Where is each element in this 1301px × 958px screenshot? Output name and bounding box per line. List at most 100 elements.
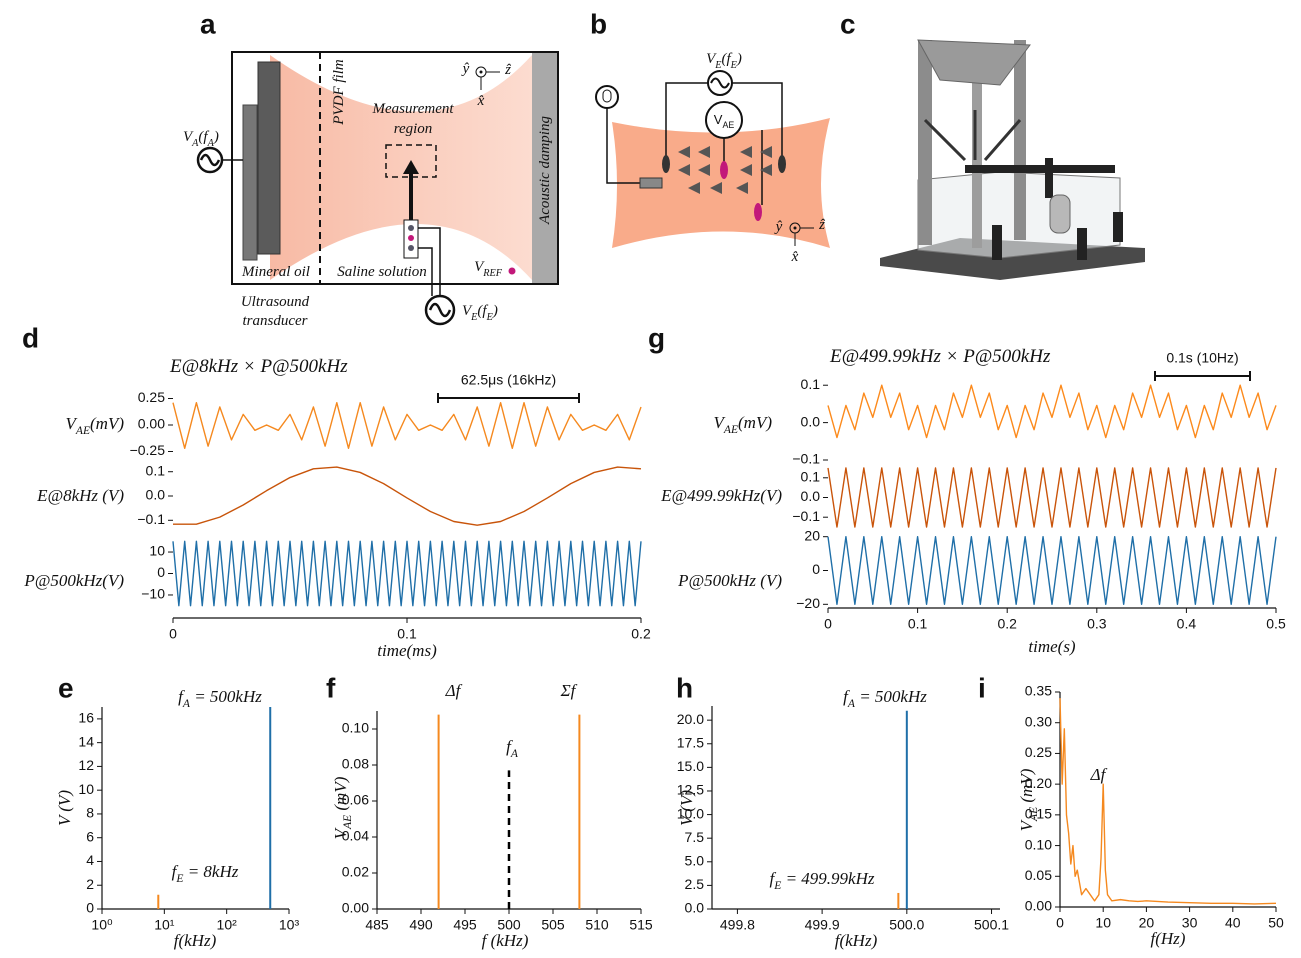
arrowhead (403, 160, 419, 174)
y-tick-label: 0.00 (1025, 898, 1052, 914)
delta-arms (923, 110, 1022, 162)
y-tick-label: 2.5 (685, 876, 705, 892)
x-tick-label: 495 (453, 917, 477, 933)
line (827, 535, 1277, 606)
scale-bar (437, 393, 580, 403)
axis-label: ŷ (461, 61, 470, 77)
frame-column (972, 48, 982, 248)
x-tick-label: 0 (169, 626, 177, 642)
holder (1049, 194, 1071, 234)
line (172, 540, 642, 607)
y-tick-label: 0.1 (146, 462, 166, 478)
x-tick-label: 500.1 (974, 917, 1009, 933)
y-tick-label: 20.0 (677, 711, 704, 727)
x-tick-label: 510 (585, 917, 609, 933)
leg (992, 225, 1002, 260)
y-tick-label: 0.00 (138, 416, 165, 432)
scale-bar-label: 62.5μs (16kHz) (461, 372, 556, 388)
y-tick-label: 0.25 (138, 389, 165, 405)
chart-title: E@499.99kHz × P@500kHz (829, 346, 1051, 367)
y-axis-label: P@500kHz (V) (677, 571, 782, 590)
oil-label: Mineral oil (241, 264, 310, 280)
y-axis-label: VAE(mV) (714, 413, 773, 436)
x-tick-label: 0 (824, 616, 832, 632)
y-tick-label: 7.5 (685, 829, 705, 845)
region-label: region (394, 121, 433, 137)
y-tick-label: 0.02 (342, 864, 369, 880)
x-tick-label: 0.2 (997, 616, 1017, 632)
y-tick-label: 6 (86, 828, 94, 844)
panel-letter: i (978, 672, 986, 703)
annotation: fE = 499.99kHz (770, 869, 875, 892)
y-tick-label: 0.0 (801, 413, 821, 429)
y-tick-label: 0.0 (146, 487, 166, 503)
transducer-label: Ultrasound (241, 294, 310, 310)
annotation: fA = 500kHz (843, 687, 927, 710)
x-tick-label: 50 (1268, 915, 1284, 931)
x-tick-label: 505 (541, 917, 565, 933)
rail (1045, 158, 1053, 198)
y-tick-label: 5.0 (685, 852, 705, 868)
x-axis-label: f (kHz) (482, 931, 529, 950)
annotation: fE = 8kHz (172, 862, 239, 885)
panel-letter: a (200, 8, 216, 39)
source-label: VA(fA) (183, 129, 219, 148)
x-tick-label: 500 (497, 917, 521, 933)
axis-label: ẑ (818, 217, 825, 233)
meter-label: VAE (714, 112, 735, 130)
sine-symbol (199, 153, 221, 167)
x-axis-label: f(kHz) (835, 931, 878, 950)
y-tick-label: 0 (86, 900, 94, 916)
rail (965, 165, 1115, 173)
annotation: Δf (1090, 765, 1108, 784)
annotation: Σf (560, 681, 578, 700)
y-tick-label: 0.15 (1025, 806, 1052, 822)
x-tick-label: 30 (1182, 915, 1198, 931)
drive-label: VE(fE) (462, 303, 498, 322)
y-tick-label: 14 (78, 733, 94, 749)
y-tick-label: 0.20 (1025, 775, 1052, 791)
x-tick-label: 0.4 (1177, 616, 1197, 632)
x-tick-label: 0.5 (1266, 616, 1286, 632)
y-tick-label: 10 (149, 543, 165, 559)
y-tick-label: 12 (78, 757, 94, 773)
y-axis-label: V (V) (55, 790, 74, 826)
sine-symbol (428, 302, 452, 318)
panel-letter: f (326, 672, 336, 703)
annotation: fA (506, 737, 519, 760)
y-tick-label: 0.1 (801, 468, 821, 484)
frame-column (1014, 40, 1026, 240)
x-axis-label: f(Hz) (1151, 929, 1186, 948)
chart-title: E@8kHz × P@500kHz (169, 356, 348, 377)
y-axis-label: E@8kHz (V) (36, 486, 124, 505)
microphone-icon (602, 89, 612, 103)
y-tick-label: 0.00 (342, 900, 369, 916)
axis-origin (479, 70, 483, 74)
y-tick-label: 10 (78, 781, 94, 797)
y-tick-label: 12.5 (677, 782, 704, 798)
x-tick-label: 10⁰ (91, 917, 113, 933)
panel-letter: e (58, 672, 74, 703)
y-tick-label: 0.25 (1025, 744, 1052, 760)
acoustic-damping (532, 52, 558, 285)
field-arrows (678, 146, 772, 194)
y-tick-label: −20 (796, 595, 820, 611)
x-tick-label: 10 (1095, 915, 1111, 931)
electrode (778, 155, 786, 173)
x-tick-label: 515 (629, 917, 653, 933)
region-label: Measurement (371, 101, 454, 117)
y-tick-label: 0.06 (342, 792, 369, 808)
axis-arrows (794, 227, 814, 246)
line (1059, 698, 1277, 905)
saline-label: Saline solution (337, 264, 427, 280)
y-tick-label: 0.04 (342, 828, 369, 844)
x-axis-label: time(ms) (377, 641, 437, 660)
reference-electrode (754, 203, 762, 221)
line (172, 402, 642, 450)
y-tick-label: 0.10 (342, 720, 369, 736)
y-axis-label: E@499.99kHz(V) (660, 486, 782, 505)
electrode (408, 235, 414, 241)
frame-column (918, 40, 932, 245)
y-tick-label: 17.5 (677, 734, 704, 750)
y-axis-label: P@500kHz(V) (23, 571, 124, 590)
